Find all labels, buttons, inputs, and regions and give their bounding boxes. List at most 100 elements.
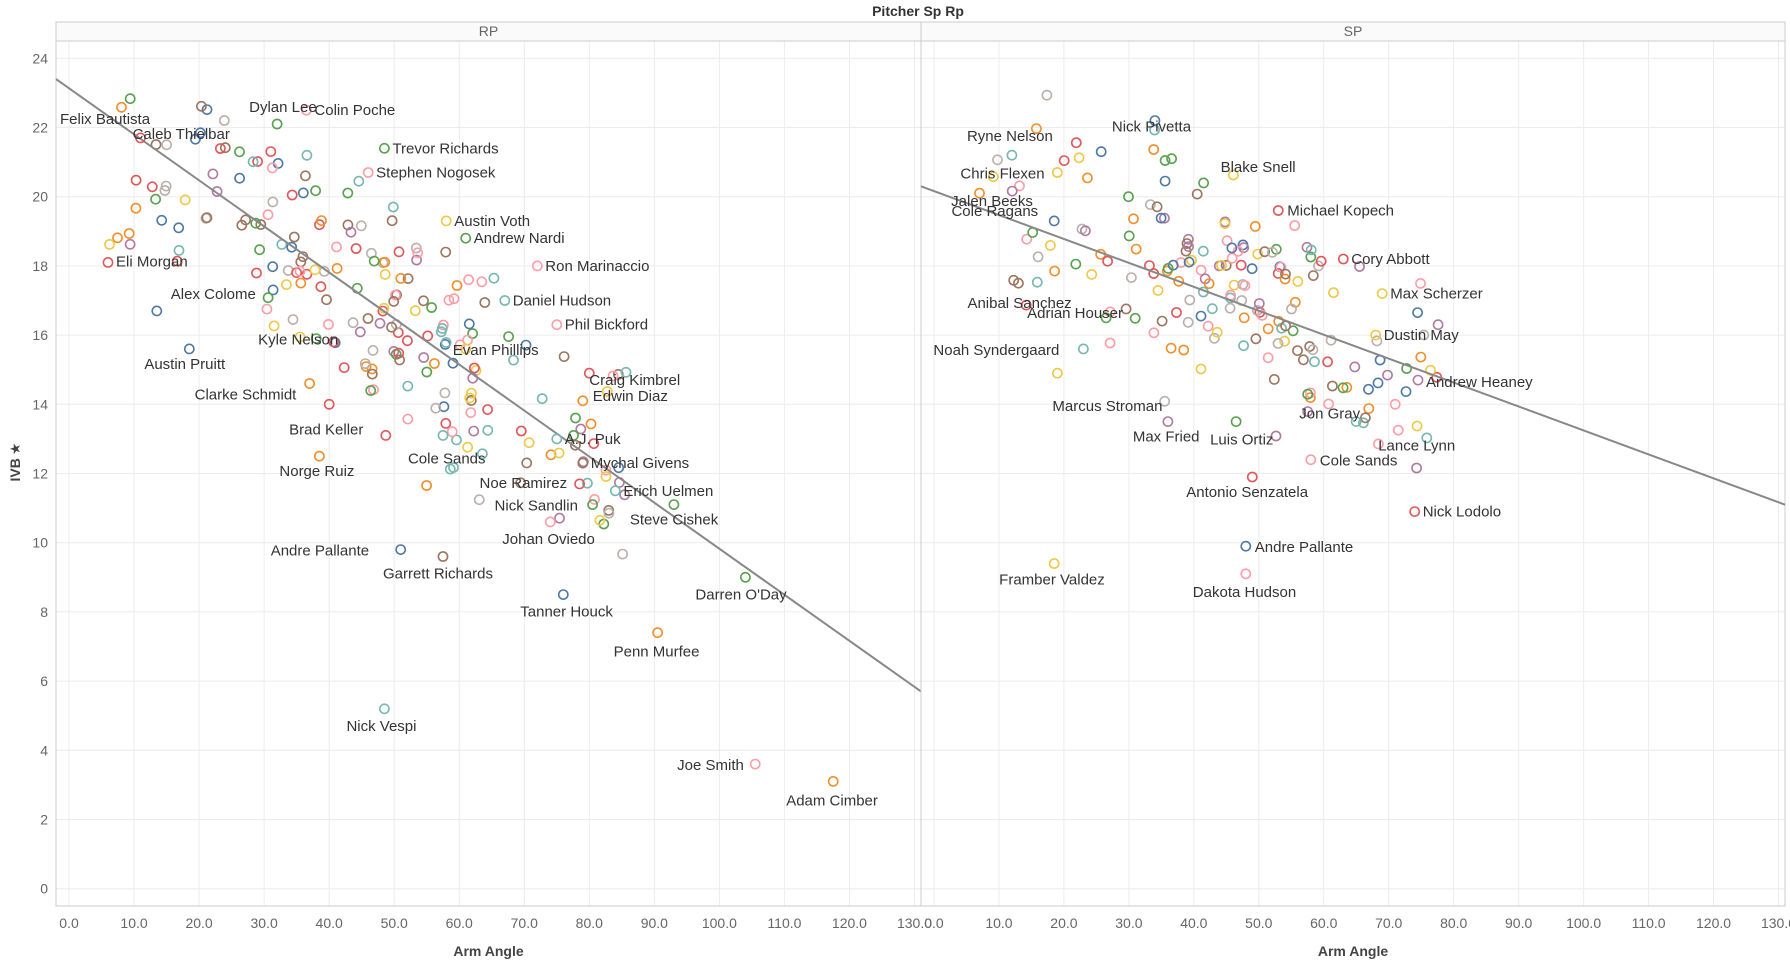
point-label: Cole Sands [1320,453,1398,470]
data-point [112,232,123,244]
data-point [1382,369,1393,381]
data-point [1202,320,1214,332]
x-tick-label: 120.0 [1696,915,1731,931]
data-point [1272,337,1284,349]
data-point [402,380,414,392]
data-point [588,438,600,449]
data-point [201,104,213,115]
data-point [315,281,327,293]
data-point [515,425,527,437]
point-label: Dustin May [1384,327,1460,344]
data-point [368,255,380,267]
data-point [1209,332,1220,344]
data-point [575,423,587,435]
x-tick-label: 20.0 [1050,915,1077,931]
data-point [1049,265,1060,277]
data-point [464,392,476,404]
data-point-labeled [544,516,556,528]
data-point [1184,294,1196,306]
data-point [1252,248,1264,260]
data-point [1256,309,1268,321]
data-point [124,93,136,105]
x-tick-label: 70.0 [511,915,538,931]
data-point [508,354,519,366]
data-point [116,101,127,113]
data-point [422,330,434,342]
data-point [338,362,350,373]
x-tick-label: 10.0 [120,915,147,931]
data-point [1415,351,1427,363]
data-point [1203,278,1215,289]
data-point [267,196,279,208]
data-point [585,418,597,430]
data-point [1173,275,1185,287]
x-tick-label: 90.0 [1505,915,1532,931]
data-point [601,386,613,397]
data-point [1411,462,1422,474]
data-point [438,401,450,413]
data-point-labeled [551,319,563,331]
data-point [266,162,278,174]
data-point [1280,268,1291,280]
data-point [1104,337,1116,349]
data-point [323,318,334,330]
data-point [171,255,183,267]
data-point [160,180,172,192]
data-point [1354,261,1365,272]
point-label: Andre Pallante [271,543,369,560]
data-point [380,429,392,441]
data-point [294,265,306,277]
data-point [123,228,135,239]
data-point [603,507,615,519]
data-point-labeled [1162,416,1174,427]
data-point [536,393,548,405]
point-label: Max Fried [1133,429,1200,446]
data-point [987,171,999,183]
data-point [1372,377,1384,389]
data-point-labeled [1337,253,1349,265]
x-tick-label: 10.0 [985,915,1012,931]
data-point-labeled [499,295,511,306]
data-point [1152,284,1164,296]
data-point [1014,180,1025,192]
data-point [1151,201,1163,213]
y-tick-label: 6 [40,673,48,689]
data-point [1226,252,1238,264]
point-label: Evan Phillips [453,342,539,359]
data-point [1421,432,1433,444]
data-point [328,336,339,348]
data-point [411,254,422,266]
data-point-labeled [1272,205,1284,216]
data-point [1292,345,1303,356]
data-point [1268,373,1280,385]
point-label: Andrew Heaney [1426,374,1533,391]
data-point [1253,298,1265,309]
data-point [1086,268,1098,280]
data-point [254,244,265,256]
data-point [1309,356,1320,368]
y-tick-label: 16 [32,327,48,343]
data-point [1363,403,1375,414]
data-point-labeled [974,187,985,199]
y-tick-label: 2 [40,812,48,828]
point-label: Eli Morgan [116,253,188,270]
data-point [1148,144,1160,155]
data-point [1249,220,1261,232]
data-point [482,424,494,436]
data-point [342,187,354,199]
data-point [1279,335,1290,347]
data-point [309,264,321,276]
data-point [1279,273,1291,285]
data-point [1159,155,1171,166]
data-point [1130,243,1142,255]
data-point [1031,123,1042,135]
data-point-labeled [577,457,589,469]
data-point [444,463,456,475]
data-point [201,212,213,224]
x-tick-label: 0.0 [924,915,944,931]
data-point-labeled [551,433,563,445]
data-point [426,302,437,313]
point-label: Adrian Houser [1027,305,1123,322]
data-point [462,441,473,453]
data-point-labeled [1230,416,1242,427]
